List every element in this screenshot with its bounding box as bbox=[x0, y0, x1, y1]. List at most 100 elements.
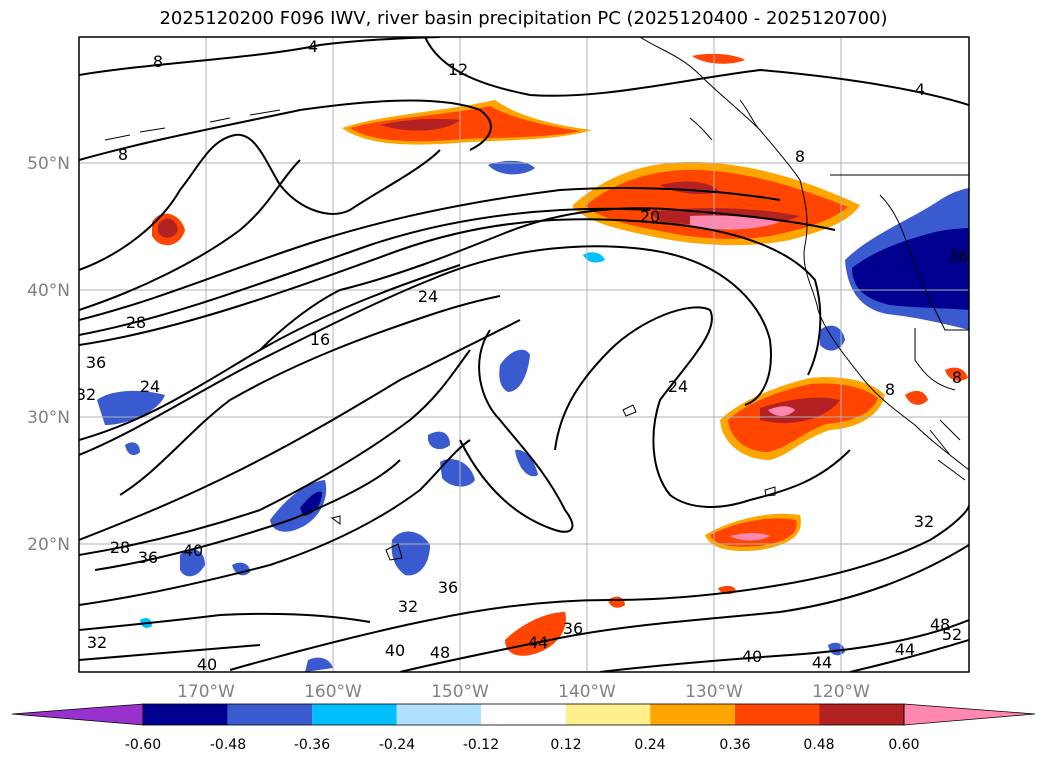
precip-negative-area bbox=[97, 390, 165, 425]
contour-label: 36 bbox=[138, 548, 158, 567]
precip-positive-area bbox=[768, 406, 795, 416]
lon-label: 160°W bbox=[304, 682, 362, 702]
contour-label: 8 bbox=[118, 145, 128, 164]
lat-label: 30°N bbox=[27, 408, 70, 428]
precip-negative-area bbox=[488, 160, 535, 175]
contour-label: 36 bbox=[86, 353, 106, 372]
map-title: 2025120200 F096 IWV, river basin precipi… bbox=[159, 8, 888, 29]
lon-label: 130°W bbox=[685, 682, 743, 702]
contour-label: 40 bbox=[183, 541, 203, 560]
colorbar-tick-label: 0.24 bbox=[634, 737, 665, 753]
contour-label: 28 bbox=[126, 313, 146, 332]
contour-label: 52 bbox=[942, 625, 962, 644]
colorbar-bin bbox=[650, 704, 735, 725]
colorbar-bin bbox=[312, 704, 397, 725]
lon-label: 150°W bbox=[431, 682, 489, 702]
colorbar-tick-label: 0.12 bbox=[550, 737, 581, 753]
colorbar-tick-label: 0.36 bbox=[719, 737, 750, 753]
precip-negative-area bbox=[440, 459, 475, 487]
contour-label: 8 bbox=[952, 368, 962, 387]
contour-label: 40 bbox=[197, 655, 217, 674]
precip-positive-area bbox=[905, 390, 928, 405]
coastlines bbox=[104, 37, 969, 561]
precipitation-shading bbox=[97, 53, 969, 672]
contour-label: 24 bbox=[418, 287, 438, 306]
precip-negative-area bbox=[125, 442, 140, 456]
contour-label: 20 bbox=[640, 207, 660, 226]
colorbar-frame bbox=[142, 703, 905, 726]
plot-frame bbox=[78, 36, 970, 673]
colorbar-bin bbox=[819, 704, 904, 725]
precip-negative-area bbox=[305, 657, 333, 672]
colorbar-bin bbox=[143, 704, 228, 725]
precip-negative-area bbox=[300, 491, 322, 516]
colorbar-bin bbox=[396, 704, 482, 725]
colorbar-bin bbox=[481, 704, 566, 725]
contour-label: 44 bbox=[812, 653, 832, 672]
lon-label: 170°W bbox=[177, 682, 235, 702]
contour-label: 12 bbox=[448, 60, 468, 79]
precip-negative-area bbox=[428, 431, 450, 450]
precip-negative-area bbox=[180, 549, 205, 577]
colorbar-overflow-triangle bbox=[903, 703, 1036, 726]
colorbar-tick-label: 0.60 bbox=[888, 737, 919, 753]
contour-label: 8 bbox=[795, 147, 805, 166]
precip-negative-area bbox=[499, 349, 530, 392]
contour-label: 48 bbox=[430, 643, 450, 662]
lat-axis-labels: 50°N 40°N 30°N 20°N bbox=[27, 154, 70, 555]
gridlines bbox=[79, 37, 969, 672]
contour-label: 32 bbox=[87, 633, 107, 652]
lat-label: 50°N bbox=[27, 154, 70, 174]
contour-label: 24 bbox=[140, 377, 160, 396]
colorbar-tick-label: -0.36 bbox=[294, 737, 330, 753]
precip-negative-area bbox=[583, 252, 605, 263]
precip-positive-area bbox=[945, 367, 968, 381]
colorbar: -0.60 -0.48 -0.36 -0.24 -0.12 0.12 0.24 … bbox=[11, 703, 1036, 753]
contour-label: 8 bbox=[885, 380, 895, 399]
contour-label: 32 bbox=[76, 385, 96, 404]
contour-label: 48 bbox=[930, 615, 950, 634]
contour-label: 36 bbox=[563, 619, 583, 638]
contour-label: 32 bbox=[914, 512, 934, 531]
precip-negative-area bbox=[270, 480, 327, 532]
contour-label: 16 bbox=[310, 330, 330, 349]
contour-label: 28 bbox=[110, 538, 130, 557]
colorbar-bins bbox=[143, 704, 904, 725]
contour-label: 36 bbox=[438, 578, 458, 597]
precip-positive-area bbox=[158, 218, 178, 238]
lat-label: 40°N bbox=[27, 281, 70, 301]
contour-label: 4 bbox=[915, 80, 925, 99]
colorbar-tick-labels: -0.60 -0.48 -0.36 -0.24 -0.12 0.12 0.24 … bbox=[125, 737, 920, 753]
contour-label: 8 bbox=[153, 52, 163, 71]
contour-labels: 4 8 12 8 8 4 20 24 16 28 36 24 32 24 28 … bbox=[76, 37, 968, 674]
lon-label: 120°W bbox=[812, 682, 870, 702]
contour-label: 4 bbox=[308, 37, 318, 56]
precip-positive-area bbox=[692, 53, 745, 64]
contour-label: 44 bbox=[895, 640, 915, 659]
precip-positive-area bbox=[380, 118, 460, 131]
precip-positive-area bbox=[350, 106, 580, 142]
precip-positive-area bbox=[710, 518, 797, 547]
contour-label: 32 bbox=[398, 597, 418, 616]
contour-label: 36 bbox=[948, 247, 968, 266]
precip-negative-area bbox=[515, 449, 538, 477]
lat-label: 20°N bbox=[27, 535, 70, 555]
precip-positive-area bbox=[730, 533, 770, 541]
colorbar-tick-label: -0.12 bbox=[463, 737, 499, 753]
colorbar-tick-label: -0.48 bbox=[210, 737, 246, 753]
contour-label: 40 bbox=[385, 641, 405, 660]
colorbar-bin bbox=[565, 704, 651, 725]
lon-label: 140°W bbox=[558, 682, 616, 702]
contour-label: 24 bbox=[668, 377, 688, 396]
colorbar-underflow-triangle bbox=[11, 703, 144, 726]
precip-negative-area bbox=[391, 531, 430, 576]
contour-label: 40 bbox=[742, 647, 762, 666]
precip-positive-area bbox=[690, 215, 780, 230]
colorbar-tick-label: -0.24 bbox=[379, 737, 415, 753]
lon-axis-labels: 170°W 160°W 150°W 140°W 130°W 120°W bbox=[177, 682, 870, 702]
colorbar-bin bbox=[227, 704, 313, 725]
iwv-contours bbox=[79, 37, 969, 672]
colorbar-tick-label: -0.60 bbox=[125, 737, 161, 753]
precip-positive-area bbox=[505, 612, 566, 656]
